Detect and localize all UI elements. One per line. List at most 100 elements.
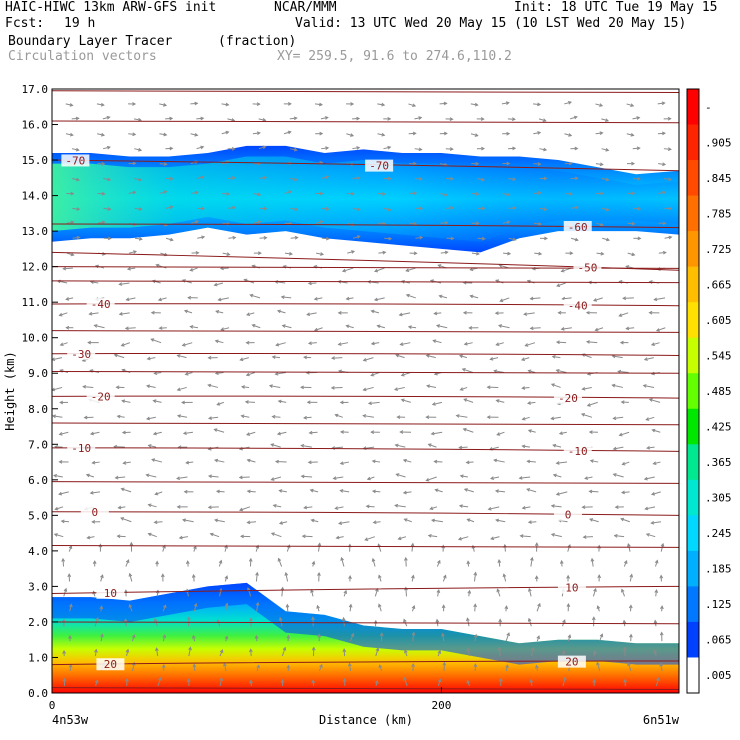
vector-arrowhead <box>559 559 564 564</box>
vector-arrowhead <box>163 162 168 166</box>
vector-arrow <box>339 521 350 525</box>
vector-arrow <box>427 385 437 388</box>
vector-arrowhead <box>106 145 111 150</box>
vector-arrowhead <box>244 400 249 404</box>
vector-arrowhead <box>511 117 516 122</box>
vector-arrowhead <box>176 387 181 392</box>
vector-arrowhead <box>654 559 659 564</box>
vector-arrow <box>146 385 156 388</box>
contour-label: 0 <box>92 506 99 519</box>
vector-arrowhead <box>93 324 98 328</box>
vector-arrowhead <box>588 489 593 494</box>
vector-arrow <box>227 118 235 121</box>
vector-arrow <box>128 133 136 135</box>
temperature-isotherm <box>52 370 679 374</box>
vector-arrowhead <box>524 343 529 347</box>
contour-label-bg <box>67 442 96 455</box>
vector-arrow <box>403 677 408 687</box>
vector-arrow <box>363 415 374 418</box>
vector-arrow <box>165 237 173 241</box>
vector-arrow <box>602 237 610 241</box>
vector-arrow <box>409 222 417 225</box>
vector-arrowhead <box>356 207 361 212</box>
vector-arrowhead <box>68 634 72 639</box>
vector-arrow <box>528 618 532 627</box>
vector-arrow <box>412 632 415 642</box>
vector-arrow <box>503 574 507 582</box>
vector-arrowhead <box>481 146 485 151</box>
vector-arrow <box>301 475 313 478</box>
vector-arrowhead <box>146 384 151 389</box>
vector-arrow <box>321 176 329 180</box>
vector-arrow <box>190 326 199 329</box>
vector-arrowhead <box>189 325 194 329</box>
vector-arrowhead <box>75 147 80 152</box>
vector-arrow <box>222 192 230 195</box>
vector-arrow <box>644 476 655 480</box>
vector-arrow <box>208 506 219 508</box>
contour-label: -40 <box>91 298 111 311</box>
vector-arrowhead <box>371 557 376 562</box>
vector-arrowhead <box>274 371 279 376</box>
vector-arrow <box>219 649 223 657</box>
vector-arrowhead <box>597 574 602 579</box>
vector-arrow <box>626 103 634 107</box>
vector-arrow <box>632 178 640 180</box>
vector-arrow <box>629 574 633 582</box>
vector-arrow <box>646 416 655 421</box>
model-title: HAIC-HIWC 13km ARW-GFS init <box>5 0 217 15</box>
vector-arrow <box>651 521 662 524</box>
vector-arrow <box>474 604 476 612</box>
xy-range: XY= 259.5, 91.6 to 274.6,110.2 <box>277 49 512 64</box>
vector-arrow <box>459 505 469 508</box>
vector-arrowhead <box>643 357 648 361</box>
vector-arrow <box>528 588 532 597</box>
vector-arrow <box>368 401 380 404</box>
vector-arrow <box>115 476 126 479</box>
vector-arrowhead <box>163 190 168 194</box>
vector-arrowhead <box>248 648 253 653</box>
vector-arrowhead <box>129 541 134 546</box>
vector-arrowhead <box>226 191 231 196</box>
vector-arrowhead <box>224 635 229 640</box>
contour-label-bg <box>554 391 583 404</box>
colorbar-label: .665 <box>705 278 732 291</box>
vector-arrow <box>411 543 414 552</box>
vector-arrow <box>654 297 666 301</box>
vector-arrow <box>58 491 69 495</box>
vector-arrowhead <box>437 649 442 654</box>
vector-arrowhead <box>232 205 237 210</box>
vector-arrowhead <box>461 368 466 372</box>
vector-arrowhead <box>218 559 223 564</box>
vector-arrow <box>188 647 191 657</box>
vector-arrowhead <box>631 221 636 226</box>
vector-arrowhead <box>125 559 130 564</box>
vector-arrowhead <box>412 103 417 108</box>
vector-arrowhead <box>556 283 561 287</box>
vector-arrow <box>556 369 567 374</box>
vector-arrow <box>498 325 510 329</box>
vector-arrowhead <box>537 162 542 166</box>
colorbar-swatch <box>687 89 699 126</box>
vector-arrow <box>308 342 317 344</box>
vector-arrow <box>304 506 313 509</box>
organization-label: NCAR/MMM <box>274 0 337 15</box>
contour-label: -30 <box>71 348 91 361</box>
vector-arrowhead <box>636 146 641 151</box>
vector-arrow <box>464 398 474 403</box>
vector-arrow <box>437 589 440 597</box>
vector-arrow <box>366 505 375 508</box>
vector-arrow <box>373 521 381 524</box>
vector-arrowhead <box>596 605 601 610</box>
vector-arrowhead <box>122 461 127 465</box>
vector-arrowhead <box>246 458 251 463</box>
contour-label-bg <box>86 298 115 311</box>
vector-arrowhead <box>294 177 299 182</box>
vector-arrowhead <box>594 327 599 332</box>
vector-arrow <box>502 192 510 196</box>
vector-arrowhead <box>126 266 131 271</box>
vector-arrowhead <box>538 251 543 256</box>
vector-arrow <box>221 103 229 106</box>
vector-arrowhead <box>300 474 305 479</box>
temperature-isotherm <box>52 330 679 333</box>
